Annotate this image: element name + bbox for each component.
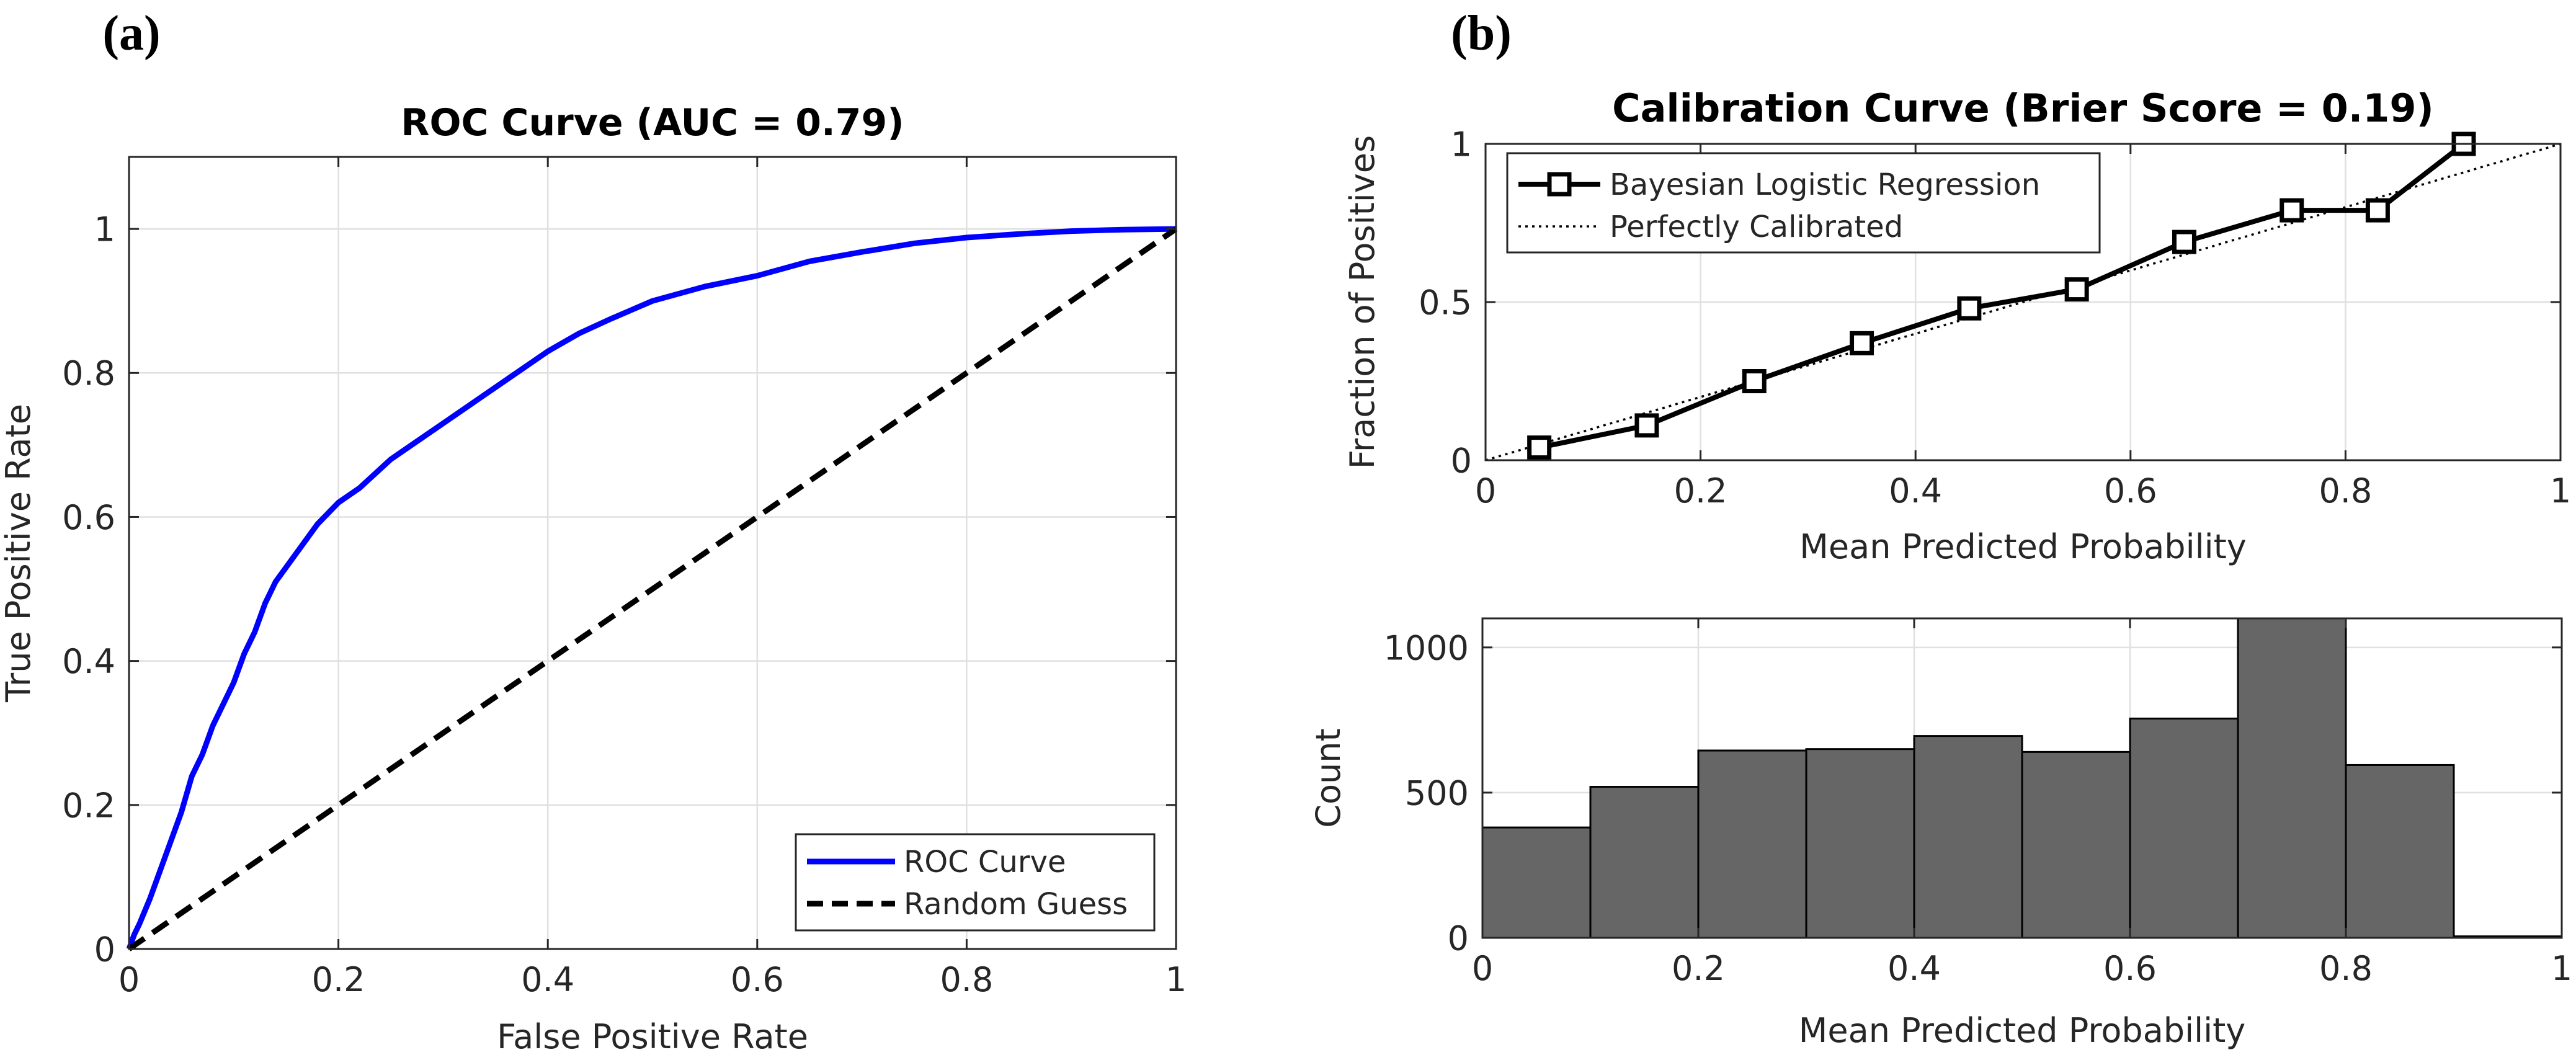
y-axis-label: True Positive Rate xyxy=(0,404,38,703)
calibration-marker xyxy=(2280,198,2304,223)
x-tick-label: 0.6 xyxy=(2103,949,2157,988)
y-tick-label: 500 xyxy=(1405,773,1469,813)
histogram-chart: 0 0.2 0.4 0.6 0.8 1 0 500 1000 Mean Predicted Pro… xyxy=(1309,617,2572,1050)
histogram-bar xyxy=(1913,735,2023,939)
legend-box xyxy=(795,833,1156,932)
x-tick-label: 0.8 xyxy=(2319,471,2372,510)
x-tick-label: 1 xyxy=(2550,471,2571,510)
x-tick-label: 0.6 xyxy=(731,960,784,999)
panel-b-label: (b) xyxy=(1451,6,1512,61)
x-tick-label: 0.4 xyxy=(1887,949,1941,988)
x-tick-label: 0 xyxy=(1475,471,1496,510)
x-tick-label: 1 xyxy=(1165,960,1187,999)
histogram-bar xyxy=(1481,826,1592,939)
histogram-bar xyxy=(2129,718,2239,939)
legend-entry: Random Guess xyxy=(904,887,1128,922)
histogram-bar xyxy=(1589,786,1700,939)
calibration-marker xyxy=(1957,296,1982,321)
calibration-marker xyxy=(1634,413,1659,438)
y-tick-label: 0 xyxy=(1451,441,1472,480)
x-tick-label: 0.6 xyxy=(2104,471,2157,510)
y-tick-label: 1 xyxy=(94,210,115,249)
histogram-bar xyxy=(1697,749,1807,939)
legend-entry: ROC Curve xyxy=(904,845,1066,880)
axes-frame xyxy=(1481,617,2563,939)
x-tick-label: 0.2 xyxy=(1674,471,1727,510)
calibration-marker xyxy=(2365,198,2390,223)
x-tick-label: 0.4 xyxy=(1889,471,1942,510)
x-tick-label: 0 xyxy=(118,960,140,999)
calibration-chart: 0 0.2 0.4 0.6 0.8 1 0 0.5 1 Mean Predicted Probab… xyxy=(1343,86,2571,566)
calibration-line xyxy=(1538,141,2466,450)
x-tick-label: 0.8 xyxy=(2319,949,2373,988)
y-tick-label: 0 xyxy=(94,930,115,969)
calibration-marker xyxy=(2064,277,2089,302)
plot-area xyxy=(129,157,1176,949)
calibration-marker xyxy=(1527,435,1552,460)
x-tick-label: 0.2 xyxy=(1672,949,1725,988)
histogram-bar xyxy=(2345,764,2455,939)
y-tick-label: 0.5 xyxy=(1419,283,1472,322)
y-tick-label: 0.2 xyxy=(62,786,115,825)
x-axis-label: Mean Predicted Probability xyxy=(1799,527,2246,566)
x-tick-label: 0.8 xyxy=(940,960,993,999)
perfectly-calibrated-line xyxy=(1485,143,2561,461)
histogram-bar xyxy=(2237,617,2347,939)
roc-legend: ROC Curve Random Guess xyxy=(795,833,1156,932)
histogram-bar xyxy=(2021,750,2131,939)
y-tick-label: 1000 xyxy=(1384,628,1469,667)
y-tick-label: 0.8 xyxy=(62,354,115,393)
legend-entry: Bayesian Logistic Regression xyxy=(1610,167,2040,202)
legend-box xyxy=(1506,152,2101,254)
x-tick-label: 1 xyxy=(2551,949,2572,988)
x-axis-label: Mean Predicted Probability xyxy=(1799,1011,2245,1050)
chart-title: ROC Curve (AUC = 0.79) xyxy=(401,101,904,145)
histogram-bar xyxy=(1805,748,1915,939)
random-guess-line xyxy=(127,226,1178,951)
calibration-marker xyxy=(2172,229,2196,254)
calibration-legend: Bayesian Logistic Regression Perfectly Ca… xyxy=(1506,152,2101,254)
y-tick-label: 0.6 xyxy=(62,498,115,537)
x-tick-label: 0.4 xyxy=(521,960,574,999)
chart-title: Calibration Curve (Brier Score = 0.19) xyxy=(1612,86,2434,131)
legend-swatch-marker xyxy=(1547,172,1572,197)
x-axis-label: False Positive Rate xyxy=(497,1017,808,1056)
panel-a-label: (a) xyxy=(102,6,160,61)
y-tick-label: 0 xyxy=(1448,919,1469,958)
y-tick-label: 1 xyxy=(1451,125,1472,164)
x-tick-label: 0 xyxy=(1472,949,1493,988)
x-tick-label: 0.2 xyxy=(312,960,365,999)
legend-entry: Perfectly Calibrated xyxy=(1610,210,1903,244)
roc-curve-line xyxy=(126,226,1177,950)
y-axis-label: Count xyxy=(1309,728,1348,827)
calibration-marker xyxy=(1850,331,1874,355)
roc-chart: 0 0.2 0.4 0.6 0.8 1 0 0.2 0.4 0.6 0.8 1 False Positi… xyxy=(0,101,1187,1056)
y-axis-label: Fraction of Positives xyxy=(1343,135,1382,469)
y-tick-label: 0.4 xyxy=(62,642,115,681)
calibration-marker xyxy=(1742,369,1767,393)
axes-frame xyxy=(128,156,1177,950)
